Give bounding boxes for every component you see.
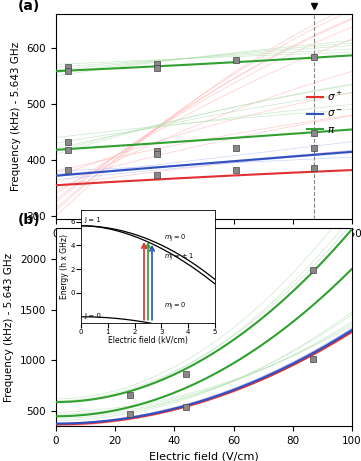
- X-axis label: Electric field (V/cm): Electric field (V/cm): [149, 452, 259, 461]
- Text: $m_J = \pm 1$: $m_J = \pm 1$: [164, 252, 194, 263]
- Y-axis label: Frequency (kHz) - 5.643 GHz: Frequency (kHz) - 5.643 GHz: [11, 42, 21, 191]
- Legend: $\sigma^+$, $\sigma^-$, $\pi$: $\sigma^+$, $\sigma^-$, $\pi$: [303, 86, 347, 139]
- Text: $m_J = 0$: $m_J = 0$: [164, 232, 186, 244]
- Text: J = 1: J = 1: [84, 217, 101, 223]
- Text: (a): (a): [17, 0, 40, 13]
- Text: J = 0: J = 0: [84, 313, 101, 319]
- Y-axis label: Frequency (kHz) - 5.643 GHz: Frequency (kHz) - 5.643 GHz: [4, 253, 14, 402]
- Text: (b): (b): [17, 213, 40, 227]
- Y-axis label: Energy (h x GHz): Energy (h x GHz): [60, 234, 69, 299]
- X-axis label: Magnetic field (G): Magnetic field (G): [154, 244, 254, 254]
- X-axis label: Electric field (kV/cm): Electric field (kV/cm): [108, 337, 188, 345]
- Text: $m_J = 0$: $m_J = 0$: [164, 301, 186, 312]
